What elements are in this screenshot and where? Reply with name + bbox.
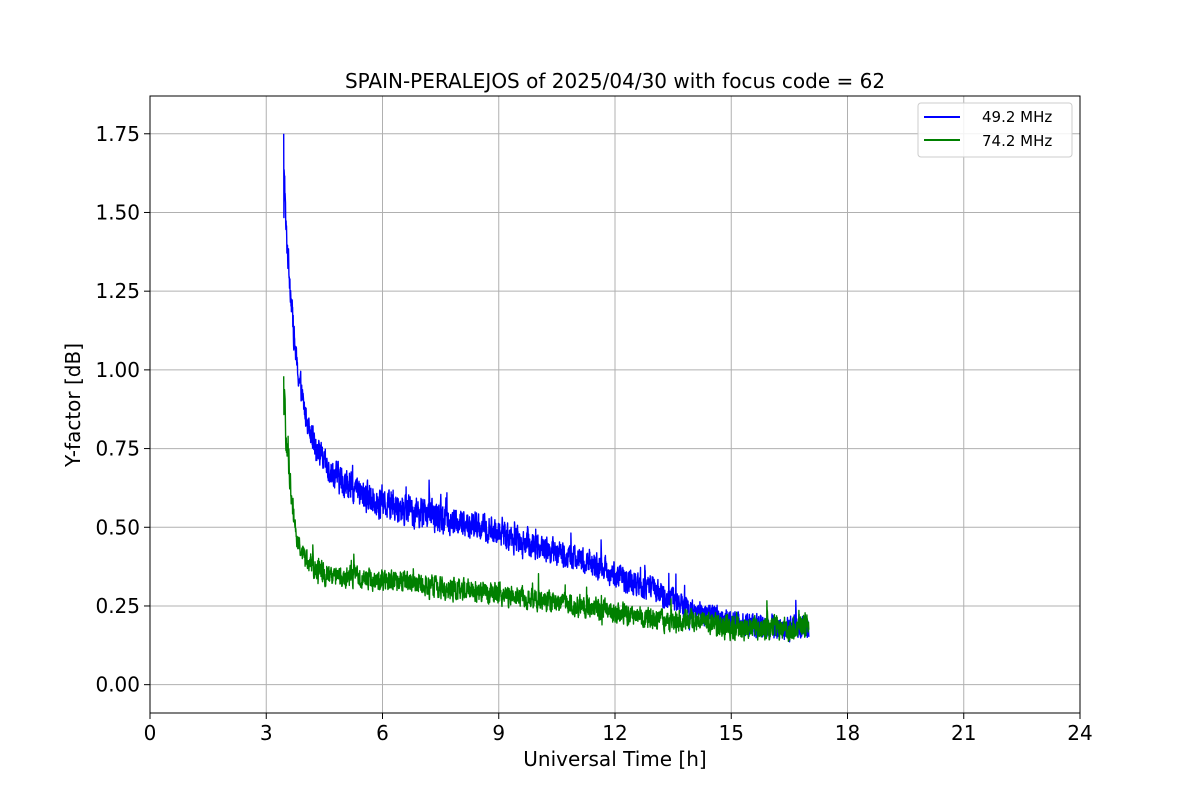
x-tick-label: 24 bbox=[1067, 721, 1092, 745]
x-tick-label: 15 bbox=[719, 721, 744, 745]
y-axis: 0.00 0.25 0.50 0.75 1.00 1.25 1.50 1.75 bbox=[95, 122, 150, 697]
y-tick-label: 0.00 bbox=[95, 673, 140, 697]
y-axis-label: Y-factor [dB] bbox=[61, 343, 85, 468]
x-tick-label: 21 bbox=[951, 721, 976, 745]
y-tick-label: 1.25 bbox=[95, 279, 140, 303]
chart-title: SPAIN-PERALEJOS of 2025/04/30 with focus… bbox=[345, 69, 885, 93]
x-tick-label: 12 bbox=[602, 721, 627, 745]
series-layer bbox=[283, 133, 810, 643]
x-tick-label: 6 bbox=[376, 721, 389, 745]
x-tick-label: 18 bbox=[835, 721, 860, 745]
legend-label-74-2-mhz: 74.2 MHz bbox=[982, 132, 1052, 150]
x-axis: 0 3 6 9 12 15 18 21 24 bbox=[144, 713, 1093, 745]
series-line-74-2-mhz bbox=[283, 376, 810, 643]
y-tick-label: 1.75 bbox=[95, 122, 140, 146]
x-axis-label: Universal Time [h] bbox=[523, 747, 706, 771]
legend: 49.2 MHz 74.2 MHz bbox=[917, 102, 1073, 158]
y-tick-label: 1.50 bbox=[95, 200, 140, 224]
y-tick-label: 0.75 bbox=[95, 437, 140, 461]
x-tick-label: 3 bbox=[260, 721, 273, 745]
y-tick-label: 0.50 bbox=[95, 515, 140, 539]
y-tick-label: 0.25 bbox=[95, 594, 140, 618]
x-tick-label: 0 bbox=[144, 721, 157, 745]
x-tick-label: 9 bbox=[492, 721, 505, 745]
y-tick-label: 1.00 bbox=[95, 358, 140, 382]
legend-label-49-2-mhz: 49.2 MHz bbox=[982, 108, 1052, 126]
